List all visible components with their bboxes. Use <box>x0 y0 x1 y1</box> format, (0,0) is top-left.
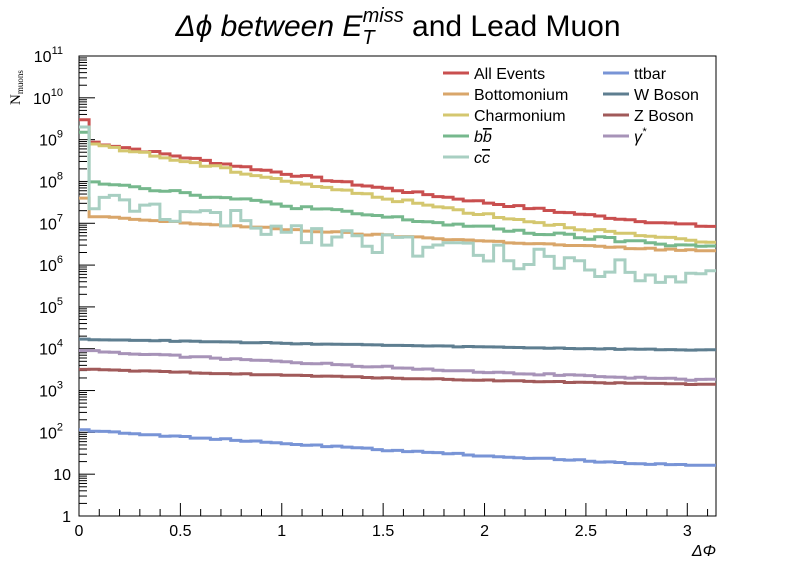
legend-label: All Events <box>474 66 545 83</box>
series-line-allevents <box>79 118 716 228</box>
legend: All Events Bottomonium Charmonium bb cc ttbar… <box>443 66 699 167</box>
x-tick-label: 0.5 <box>169 523 191 540</box>
y-tick-label: 1 <box>62 509 71 526</box>
series-line-bb <box>79 130 716 248</box>
y-tick-label: 108 <box>39 170 63 191</box>
y-axis-label: Nmuons <box>8 70 25 105</box>
y-tick-label: 103 <box>39 380 63 401</box>
x-tick-label: 2 <box>480 523 489 540</box>
series-line-charmonium <box>79 125 716 244</box>
y-tick-label: 1010 <box>33 87 63 108</box>
x-tick-label: 2.5 <box>575 523 597 540</box>
x-tick-label: 0 <box>75 523 84 540</box>
series-line-cc <box>79 125 716 284</box>
legend-label: bb <box>474 129 492 146</box>
y-axis-label-sub: muons <box>15 70 25 95</box>
y-tick-label: 1011 <box>34 45 63 66</box>
y-tick-label: 104 <box>39 338 63 359</box>
legend-label: Z Boson <box>634 108 694 125</box>
y-tick-label: 106 <box>39 254 63 275</box>
x-tick-label: 1.5 <box>372 523 394 540</box>
y-axis-label-main: N <box>8 94 24 105</box>
chart-title: Δϕ between ETmiss and Lead Muon <box>174 5 620 49</box>
y-tick-label: 109 <box>39 129 63 150</box>
y-tick-label: 102 <box>39 421 63 442</box>
title-suffix: and Lead Muon <box>404 10 621 43</box>
legend-label: W Boson <box>634 87 699 104</box>
x-tick-label: 1 <box>277 523 286 540</box>
series-group <box>79 118 716 467</box>
series-line-ttbar <box>79 428 716 467</box>
x-tick-label: 3 <box>683 523 692 540</box>
title-prefix: Δϕ between E <box>174 10 363 43</box>
series-line- <box>79 349 716 382</box>
x-axis-label: ΔΦ <box>691 543 716 560</box>
y-tick-label: 105 <box>39 296 63 317</box>
legend-label: cc <box>474 150 490 167</box>
legend-label: γ* <box>634 126 647 146</box>
legend-label: ttbar <box>634 66 667 83</box>
series-line-wboson <box>79 337 716 352</box>
title-subscript: T <box>362 27 376 49</box>
plot-frame <box>78 55 717 517</box>
title-superscript: miss <box>363 5 404 27</box>
y-tick-label: 107 <box>39 212 63 233</box>
legend-label: Bottomonium <box>474 87 568 104</box>
y-tick-label: 10 <box>53 467 71 484</box>
legend-label: Charmonium <box>474 108 566 125</box>
series-line-zboson <box>79 367 716 386</box>
